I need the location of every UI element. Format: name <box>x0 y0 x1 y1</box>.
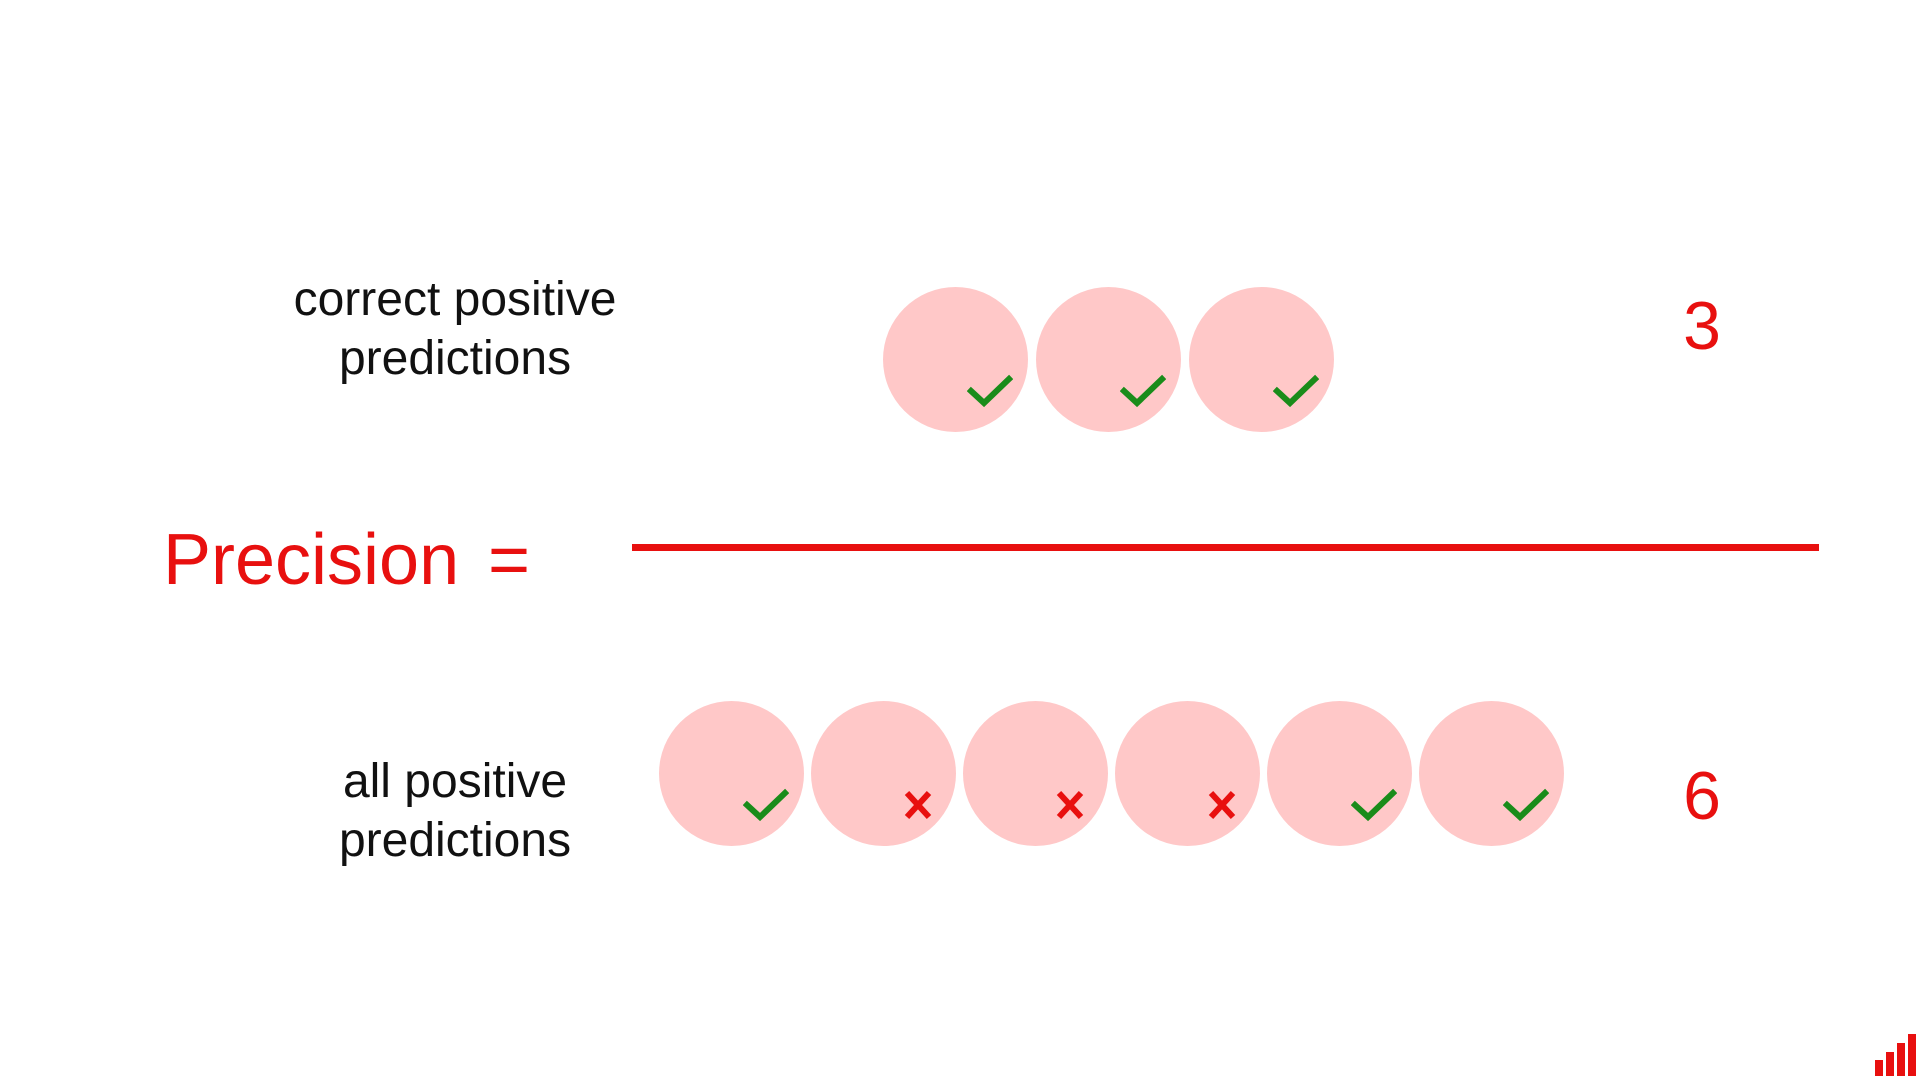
prediction-circle <box>659 701 804 846</box>
prediction-circle <box>1189 287 1334 432</box>
checkmark-icon <box>742 785 790 825</box>
cross-icon <box>1199 785 1245 825</box>
checkmark-icon <box>1272 371 1320 411</box>
checkmark-icon <box>1502 785 1550 825</box>
bar-chart-logo-icon <box>1874 1034 1916 1076</box>
denominator-label: all positive predictions <box>338 755 572 867</box>
cross-icon <box>895 785 941 825</box>
cross-icon <box>1047 785 1093 825</box>
prediction-circle <box>963 701 1108 846</box>
checkmark-icon <box>966 371 1014 411</box>
checkmark-icon <box>1119 371 1167 411</box>
numerator-label: correct positive predictions <box>293 273 617 385</box>
prediction-circle <box>883 287 1028 432</box>
fraction-bar <box>632 544 1819 551</box>
formula-name: Precision <box>163 520 460 600</box>
prediction-circle <box>1115 701 1260 846</box>
numerator-count: 3 <box>1683 288 1721 364</box>
denominator-count: 6 <box>1683 758 1721 834</box>
prediction-circle <box>811 701 956 846</box>
checkmark-icon <box>1350 785 1398 825</box>
prediction-circle <box>1419 701 1564 846</box>
prediction-circle <box>1267 701 1412 846</box>
prediction-circle <box>1036 287 1181 432</box>
equals-sign: = <box>488 520 531 600</box>
